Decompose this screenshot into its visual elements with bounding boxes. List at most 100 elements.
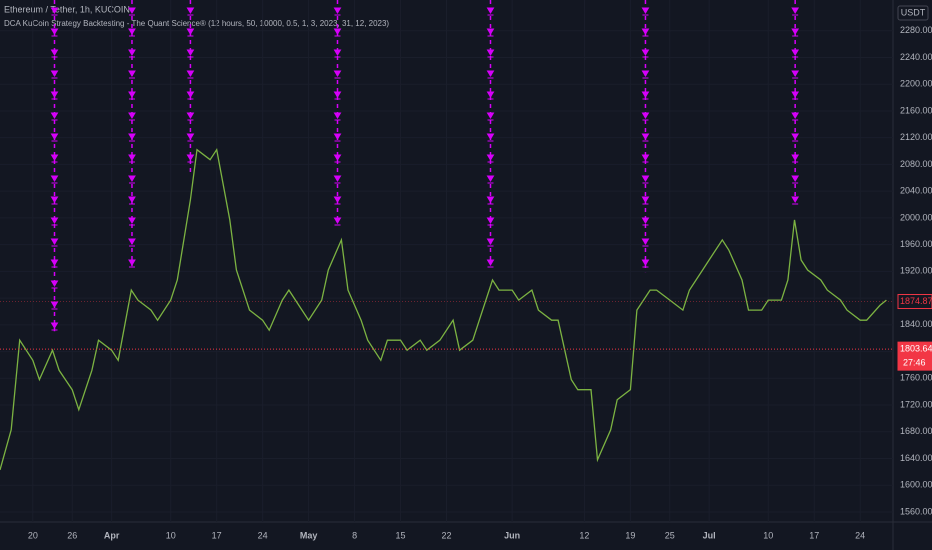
chart-subtitle: DCA KuCoin Strategy Backtesting - The Qu… [4, 19, 389, 28]
signal-arrow [128, 28, 136, 37]
signal-arrow [186, 112, 195, 121]
signal-arrow [186, 49, 195, 58]
signal-arrow [50, 322, 59, 331]
signal-arrow [333, 217, 342, 226]
y-tick-label: 2080.00 [900, 159, 932, 169]
x-tick-label: 10 [763, 530, 773, 540]
signal-arrow [641, 28, 650, 37]
x-tick-label: 25 [665, 530, 675, 540]
x-tick-label: 26 [67, 530, 77, 540]
signal-arrow [128, 112, 136, 121]
signal-arrow [486, 133, 495, 142]
signal-arrow [486, 91, 495, 100]
y-tick-label: 2120.00 [900, 132, 932, 142]
signal-arrow [128, 259, 136, 268]
signal-arrow [486, 217, 495, 226]
signal-arrow [641, 175, 650, 184]
x-tick-label: 20 [28, 530, 38, 540]
signal-arrow [791, 49, 800, 58]
signal-arrow [128, 196, 136, 205]
signal-arrow [791, 154, 800, 163]
price-tag [897, 341, 932, 371]
signal-arrow [50, 196, 59, 205]
signal-arrow [50, 28, 59, 37]
signal-arrow [791, 175, 800, 184]
x-tick-label: Jul [703, 530, 716, 540]
signal-arrow [50, 280, 59, 289]
signal-arrow [641, 70, 650, 79]
signal-arrow [486, 7, 495, 16]
signal-arrow [641, 217, 650, 226]
signal-arrow [186, 70, 195, 79]
signal-arrow [128, 217, 136, 226]
signal-arrow [333, 133, 342, 142]
currency-label: USDT [901, 7, 926, 17]
signal-arrow [641, 238, 650, 247]
signal-arrow [186, 91, 195, 100]
x-tick-label: 17 [212, 530, 222, 540]
signal-arrow [50, 259, 59, 268]
signal-arrow [486, 28, 495, 37]
y-tick-label: 1600.00 [900, 480, 932, 490]
signal-arrow [791, 91, 800, 100]
signal-arrow [486, 196, 495, 205]
signal-arrow [486, 49, 495, 58]
signal-arrow [50, 49, 59, 58]
signal-arrow [333, 7, 342, 16]
signal-arrow [128, 91, 136, 100]
signal-arrow [641, 7, 650, 16]
signal-arrow [333, 91, 342, 100]
signal-arrow [50, 238, 59, 247]
signal-arrow [641, 112, 650, 121]
chart-title: Ethereum / Tether, 1h, KUCOIN [4, 4, 130, 14]
price-tag-label: 1874.87 [900, 296, 932, 306]
signal-arrow [333, 28, 342, 37]
price-line [0, 147, 887, 471]
signal-arrow [486, 175, 495, 184]
y-tick-label: 1960.00 [900, 239, 932, 249]
signal-arrow [128, 70, 136, 79]
signal-arrow [186, 7, 195, 16]
signal-arrow [486, 154, 495, 163]
signal-arrow [641, 49, 650, 58]
signal-arrow [641, 91, 650, 100]
x-tick-label: Apr [104, 530, 120, 540]
signal-arrow [333, 112, 342, 121]
x-tick-label: 22 [441, 530, 451, 540]
signal-arrow [486, 238, 495, 247]
x-tick-label: 10 [166, 530, 176, 540]
signal-arrow [486, 112, 495, 121]
signal-arrow [641, 196, 650, 205]
signal-arrow [50, 175, 59, 184]
y-tick-label: 1680.00 [900, 426, 932, 436]
signal-arrow [333, 49, 342, 58]
x-tick-label: 24 [855, 530, 865, 540]
signal-arrow [50, 91, 59, 100]
signal-arrow [50, 112, 59, 121]
signal-arrow [641, 133, 650, 142]
signal-arrow [50, 133, 59, 142]
currency-badge[interactable] [897, 5, 929, 21]
x-tick-label: Jun [504, 530, 520, 540]
price-tag-label: 1803.64 [900, 344, 932, 354]
signal-arrow [186, 133, 195, 142]
y-tick-label: 2280.00 [900, 25, 932, 35]
signal-arrow [50, 301, 59, 310]
x-tick-label: May [300, 530, 318, 540]
x-tick-label: 24 [258, 530, 268, 540]
x-tick-label: 12 [579, 530, 589, 540]
signal-arrow [128, 238, 136, 247]
signal-arrow [486, 259, 495, 268]
y-tick-label: 1560.00 [900, 506, 932, 516]
signal-arrow [333, 196, 342, 205]
signal-arrow [791, 7, 800, 16]
signal-arrow [641, 154, 650, 163]
signal-arrow [791, 133, 800, 142]
y-tick-label: 1840.00 [900, 319, 932, 329]
signal-arrow [128, 175, 136, 184]
y-tick-label: 2000.00 [900, 212, 932, 222]
signal-arrow [641, 259, 650, 268]
